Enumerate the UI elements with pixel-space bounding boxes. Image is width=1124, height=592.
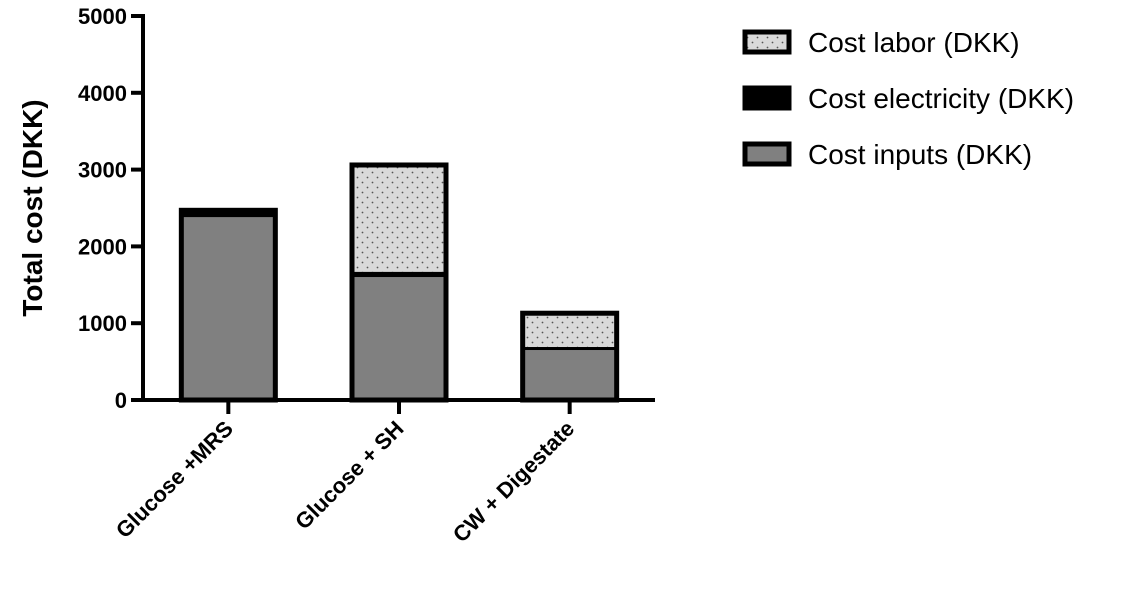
bar-outline xyxy=(349,162,449,403)
legend-item: Cost inputs (DKK) xyxy=(742,139,1032,170)
legend-label: Cost electricity (DKK) xyxy=(808,83,1074,114)
y-tick-label: 3000 xyxy=(78,158,127,183)
x-axis: Glucose +MRS Glucose + SH CW + Digestate xyxy=(111,398,655,547)
legend-swatch xyxy=(742,141,792,167)
legend-item: Cost electricity (DKK) xyxy=(742,83,1074,114)
x-tick-label: Glucose + SH xyxy=(290,416,408,534)
bar-segment xyxy=(352,164,446,272)
y-tick-label: 0 xyxy=(115,388,127,413)
legend-label: Cost inputs (DKK) xyxy=(808,139,1032,170)
bar-outline xyxy=(178,207,278,403)
bar-segment xyxy=(352,277,446,400)
y-axis-label: Total cost (DKK) xyxy=(17,99,48,316)
bar-segment xyxy=(352,271,446,278)
bar-segment xyxy=(181,217,276,400)
y-tick-label: 4000 xyxy=(78,81,127,106)
legend-label: Cost labor (DKK) xyxy=(808,27,1020,58)
legend: Cost labor (DKK) Cost electricity (DKK) Co… xyxy=(742,27,1074,170)
y-tick-label: 5000 xyxy=(78,4,127,29)
legend-swatch xyxy=(742,85,792,111)
x-tick-label: Glucose +MRS xyxy=(111,416,238,543)
bar-segment xyxy=(522,347,617,351)
y-tick-label: 1000 xyxy=(78,311,127,336)
legend-item: Cost labor (DKK) xyxy=(742,27,1020,58)
bar-segment xyxy=(522,313,617,348)
x-tick-label: CW + Digestate xyxy=(448,416,579,547)
bar-segment xyxy=(181,210,276,218)
bars xyxy=(178,162,620,403)
bar-stack xyxy=(178,207,278,403)
bar-outline xyxy=(520,310,620,403)
bar-stack xyxy=(520,310,620,403)
y-tick-label: 2000 xyxy=(78,234,127,259)
bar-stack xyxy=(349,162,449,403)
y-axis: 0 1000 2000 3000 4000 5000 xyxy=(78,4,145,413)
legend-swatch xyxy=(742,29,792,55)
bar-segment xyxy=(522,350,617,400)
